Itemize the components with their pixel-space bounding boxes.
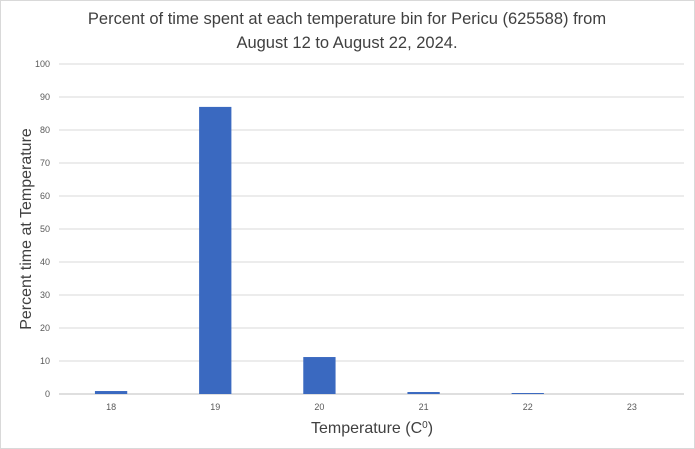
y-tick-label: 70 bbox=[40, 158, 50, 168]
x-axis-ticks: 18 19 20 21 22 23 bbox=[106, 402, 637, 412]
y-tick-label: 20 bbox=[40, 323, 50, 333]
x-axis-title-superscript: 0 bbox=[422, 420, 428, 431]
x-axis-title-main: Temperature (C bbox=[311, 420, 422, 437]
chart-title-line-2: August 12 to August 22, 2024. bbox=[236, 34, 457, 52]
y-tick-label: 60 bbox=[40, 191, 50, 201]
x-axis-title-suffix: ) bbox=[428, 420, 433, 437]
x-tick-label: 22 bbox=[523, 402, 533, 412]
x-tick-label: 18 bbox=[106, 402, 116, 412]
chart-title-line-1: Percent of time spent at each temperatur… bbox=[88, 10, 606, 28]
bar-19 bbox=[199, 106, 232, 395]
y-tick-label: 30 bbox=[40, 290, 50, 300]
gridlines bbox=[59, 63, 684, 395]
x-tick-label: 23 bbox=[627, 402, 637, 412]
bar-22 bbox=[511, 393, 544, 394]
y-tick-label: 50 bbox=[40, 224, 50, 234]
bar-21 bbox=[407, 392, 440, 394]
y-tick-label: 40 bbox=[40, 257, 50, 267]
y-axis-title: Percent time at Temperature bbox=[18, 128, 35, 330]
y-tick-label: 10 bbox=[40, 356, 50, 366]
bars bbox=[94, 106, 544, 395]
x-axis-title: Temperature (C0) bbox=[311, 420, 433, 438]
x-tick-label: 19 bbox=[210, 402, 220, 412]
y-tick-label: 100 bbox=[35, 59, 50, 69]
y-tick-label: 90 bbox=[40, 92, 50, 102]
x-tick-label: 21 bbox=[419, 402, 429, 412]
bar-20 bbox=[303, 357, 336, 394]
y-tick-label: 0 bbox=[45, 389, 50, 399]
y-tick-label: 80 bbox=[40, 125, 50, 135]
bar-18 bbox=[94, 391, 128, 394]
x-tick-label: 20 bbox=[314, 402, 324, 412]
y-axis-ticks: 0 10 20 30 40 50 60 70 80 90 100 bbox=[35, 59, 50, 399]
